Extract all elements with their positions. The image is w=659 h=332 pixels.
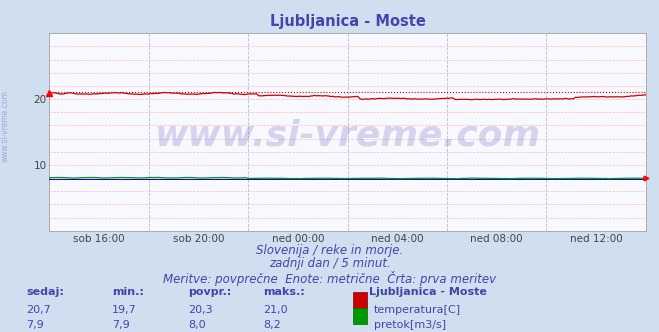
Text: povpr.:: povpr.: — [188, 287, 231, 297]
Text: 20,7: 20,7 — [26, 305, 51, 315]
Text: www.si-vreme.com: www.si-vreme.com — [1, 90, 10, 162]
Text: 7,9: 7,9 — [112, 320, 130, 330]
Text: Slovenija / reke in morje.: Slovenija / reke in morje. — [256, 244, 403, 257]
Text: 20,3: 20,3 — [188, 305, 212, 315]
Text: 7,9: 7,9 — [26, 320, 44, 330]
Text: Ljubljanica - Moste: Ljubljanica - Moste — [369, 287, 487, 297]
Text: 8,2: 8,2 — [264, 320, 281, 330]
Text: temperatura[C]: temperatura[C] — [374, 305, 461, 315]
Text: 8,0: 8,0 — [188, 320, 206, 330]
Text: 21,0: 21,0 — [264, 305, 288, 315]
Text: maks.:: maks.: — [264, 287, 305, 297]
Text: zadnji dan / 5 minut.: zadnji dan / 5 minut. — [269, 257, 390, 270]
Text: min.:: min.: — [112, 287, 144, 297]
Text: Meritve: povprečne  Enote: metrične  Črta: prva meritev: Meritve: povprečne Enote: metrične Črta:… — [163, 271, 496, 286]
Text: 19,7: 19,7 — [112, 305, 137, 315]
Text: www.si-vreme.com: www.si-vreme.com — [155, 119, 540, 153]
Text: pretok[m3/s]: pretok[m3/s] — [374, 320, 445, 330]
Title: Ljubljanica - Moste: Ljubljanica - Moste — [270, 14, 426, 29]
Text: sedaj:: sedaj: — [26, 287, 64, 297]
